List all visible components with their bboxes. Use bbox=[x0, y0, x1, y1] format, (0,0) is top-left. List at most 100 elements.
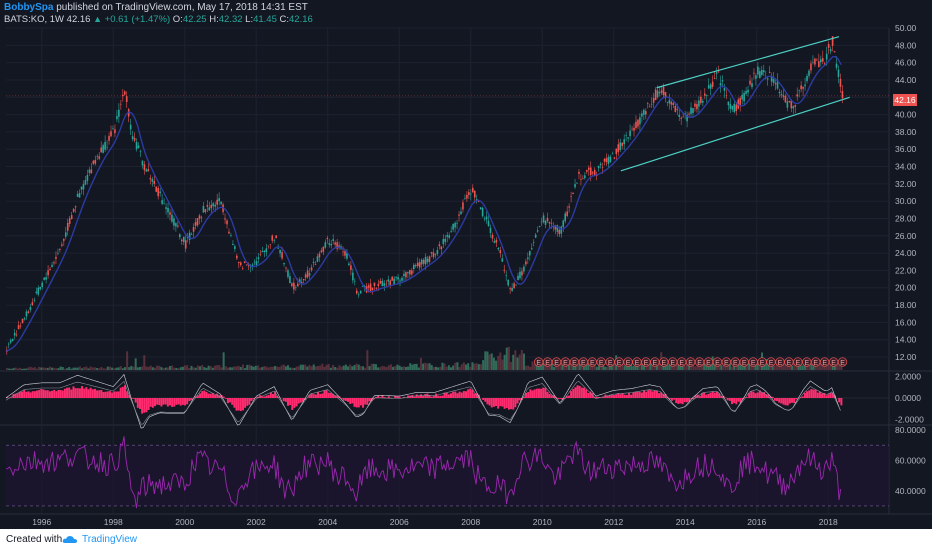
macd-histogram-bar bbox=[788, 398, 791, 404]
price-candle bbox=[80, 186, 83, 190]
macd-histogram-bar bbox=[728, 398, 731, 401]
macd-histogram-bar bbox=[615, 394, 618, 398]
macd-histogram-bar bbox=[314, 394, 317, 398]
price-candle bbox=[70, 215, 73, 219]
price-candle bbox=[650, 103, 653, 105]
volume-bar bbox=[634, 365, 637, 370]
symbol-label[interactable]: BATS:KO, 1W bbox=[4, 14, 65, 25]
volume-bar bbox=[591, 363, 594, 370]
macd-histogram-bar bbox=[199, 393, 202, 398]
macd-histogram-bar bbox=[374, 396, 377, 398]
macd-pane[interactable] bbox=[5, 373, 889, 429]
macd-histogram-bar bbox=[746, 397, 749, 398]
macd-histogram-bar bbox=[578, 385, 581, 398]
price-candle bbox=[131, 136, 134, 140]
macd-histogram-bar bbox=[12, 394, 15, 398]
volume-bar bbox=[465, 364, 468, 370]
macd-histogram-bar bbox=[201, 391, 204, 398]
macd-histogram-bar bbox=[136, 398, 139, 408]
price-candle bbox=[355, 290, 358, 294]
tradingview-link[interactable]: TradingView bbox=[82, 534, 138, 545]
macd-histogram-bar bbox=[295, 398, 298, 407]
price-candle bbox=[157, 188, 159, 197]
macd-histogram-bar bbox=[419, 394, 422, 398]
volume-bar bbox=[497, 355, 500, 370]
macd-histogram-bar bbox=[623, 394, 626, 398]
macd-histogram-bar bbox=[535, 388, 538, 398]
price-candle bbox=[578, 171, 580, 174]
volume-bar bbox=[237, 365, 240, 370]
volume-bar bbox=[795, 364, 798, 370]
price-candle bbox=[804, 84, 806, 87]
price-candle bbox=[63, 239, 65, 241]
volume-bar bbox=[302, 364, 305, 370]
volume-bar bbox=[192, 367, 195, 370]
price-candle bbox=[414, 265, 417, 267]
macd-histogram-bar bbox=[636, 391, 639, 398]
price-candle bbox=[652, 97, 655, 103]
macd-histogram-bar bbox=[793, 398, 796, 404]
price-candle bbox=[629, 130, 631, 137]
author-name[interactable]: BobbySpa bbox=[4, 2, 54, 13]
price-candle bbox=[812, 61, 814, 63]
macd-histogram-bar bbox=[302, 398, 305, 402]
volume-bar bbox=[668, 362, 671, 370]
volume-bar bbox=[700, 364, 703, 370]
price-candle bbox=[466, 194, 468, 199]
price-candle bbox=[774, 83, 777, 85]
earnings-marker-label: E bbox=[706, 360, 711, 367]
volume-bar bbox=[209, 366, 212, 370]
price-candle bbox=[808, 70, 810, 76]
macd-histogram-bar bbox=[589, 391, 592, 398]
price-candle bbox=[566, 211, 568, 216]
volume-bar bbox=[512, 354, 515, 370]
volume-bar bbox=[113, 368, 116, 370]
price-axis[interactable]: 50.0048.0046.0044.0042.0040.0038.0036.00… bbox=[895, 23, 926, 496]
volume-bar bbox=[29, 366, 32, 370]
volume-bar bbox=[143, 355, 146, 370]
rsi-line bbox=[5, 436, 842, 509]
volume-bar bbox=[703, 360, 706, 370]
volume-bar bbox=[771, 365, 774, 370]
macd-histogram-bar bbox=[662, 393, 665, 398]
volume-bar bbox=[507, 346, 510, 370]
price-candle bbox=[709, 84, 712, 89]
volume-bar bbox=[246, 364, 249, 370]
price-candle bbox=[411, 270, 413, 275]
volume-bar bbox=[280, 365, 283, 370]
volume-bar bbox=[559, 363, 562, 370]
macd-histogram-bar bbox=[580, 387, 583, 398]
volume-bar bbox=[383, 366, 386, 370]
rsi-pane[interactable] bbox=[5, 436, 889, 509]
time-axis[interactable]: 1996 1998 2000 2002 2004 2006 2008 2010 2012 2014… bbox=[32, 517, 838, 527]
price-candle bbox=[430, 252, 433, 254]
price-candle bbox=[226, 220, 228, 225]
earnings-marker-label: E bbox=[590, 360, 595, 367]
macd-histogram-bar bbox=[703, 392, 706, 398]
price-candle bbox=[424, 256, 427, 265]
volume-bar bbox=[72, 367, 75, 370]
volume-bar bbox=[447, 365, 450, 370]
price-candle bbox=[15, 334, 18, 336]
volume-bar bbox=[475, 363, 478, 370]
volume-bar bbox=[370, 363, 373, 370]
macd-histogram-bar bbox=[256, 396, 259, 398]
volume-bar bbox=[750, 365, 753, 370]
macd-histogram-bar bbox=[332, 394, 335, 398]
price-pane[interactable] bbox=[5, 36, 889, 355]
price-candle bbox=[298, 279, 301, 284]
price-candle bbox=[263, 250, 266, 252]
price-candle bbox=[470, 193, 472, 195]
macd-histogram-bar bbox=[179, 398, 182, 406]
volume-bar bbox=[387, 365, 390, 370]
price-candle bbox=[287, 270, 289, 277]
macd-histogram-bar bbox=[229, 398, 232, 403]
price-candle bbox=[291, 283, 293, 287]
macd-histogram-bar bbox=[235, 398, 238, 411]
macd-histogram-bar bbox=[282, 398, 285, 402]
trend-channel[interactable] bbox=[620, 36, 850, 172]
price-candle bbox=[33, 299, 36, 301]
price-candle bbox=[464, 197, 466, 199]
price-candle bbox=[468, 192, 470, 196]
